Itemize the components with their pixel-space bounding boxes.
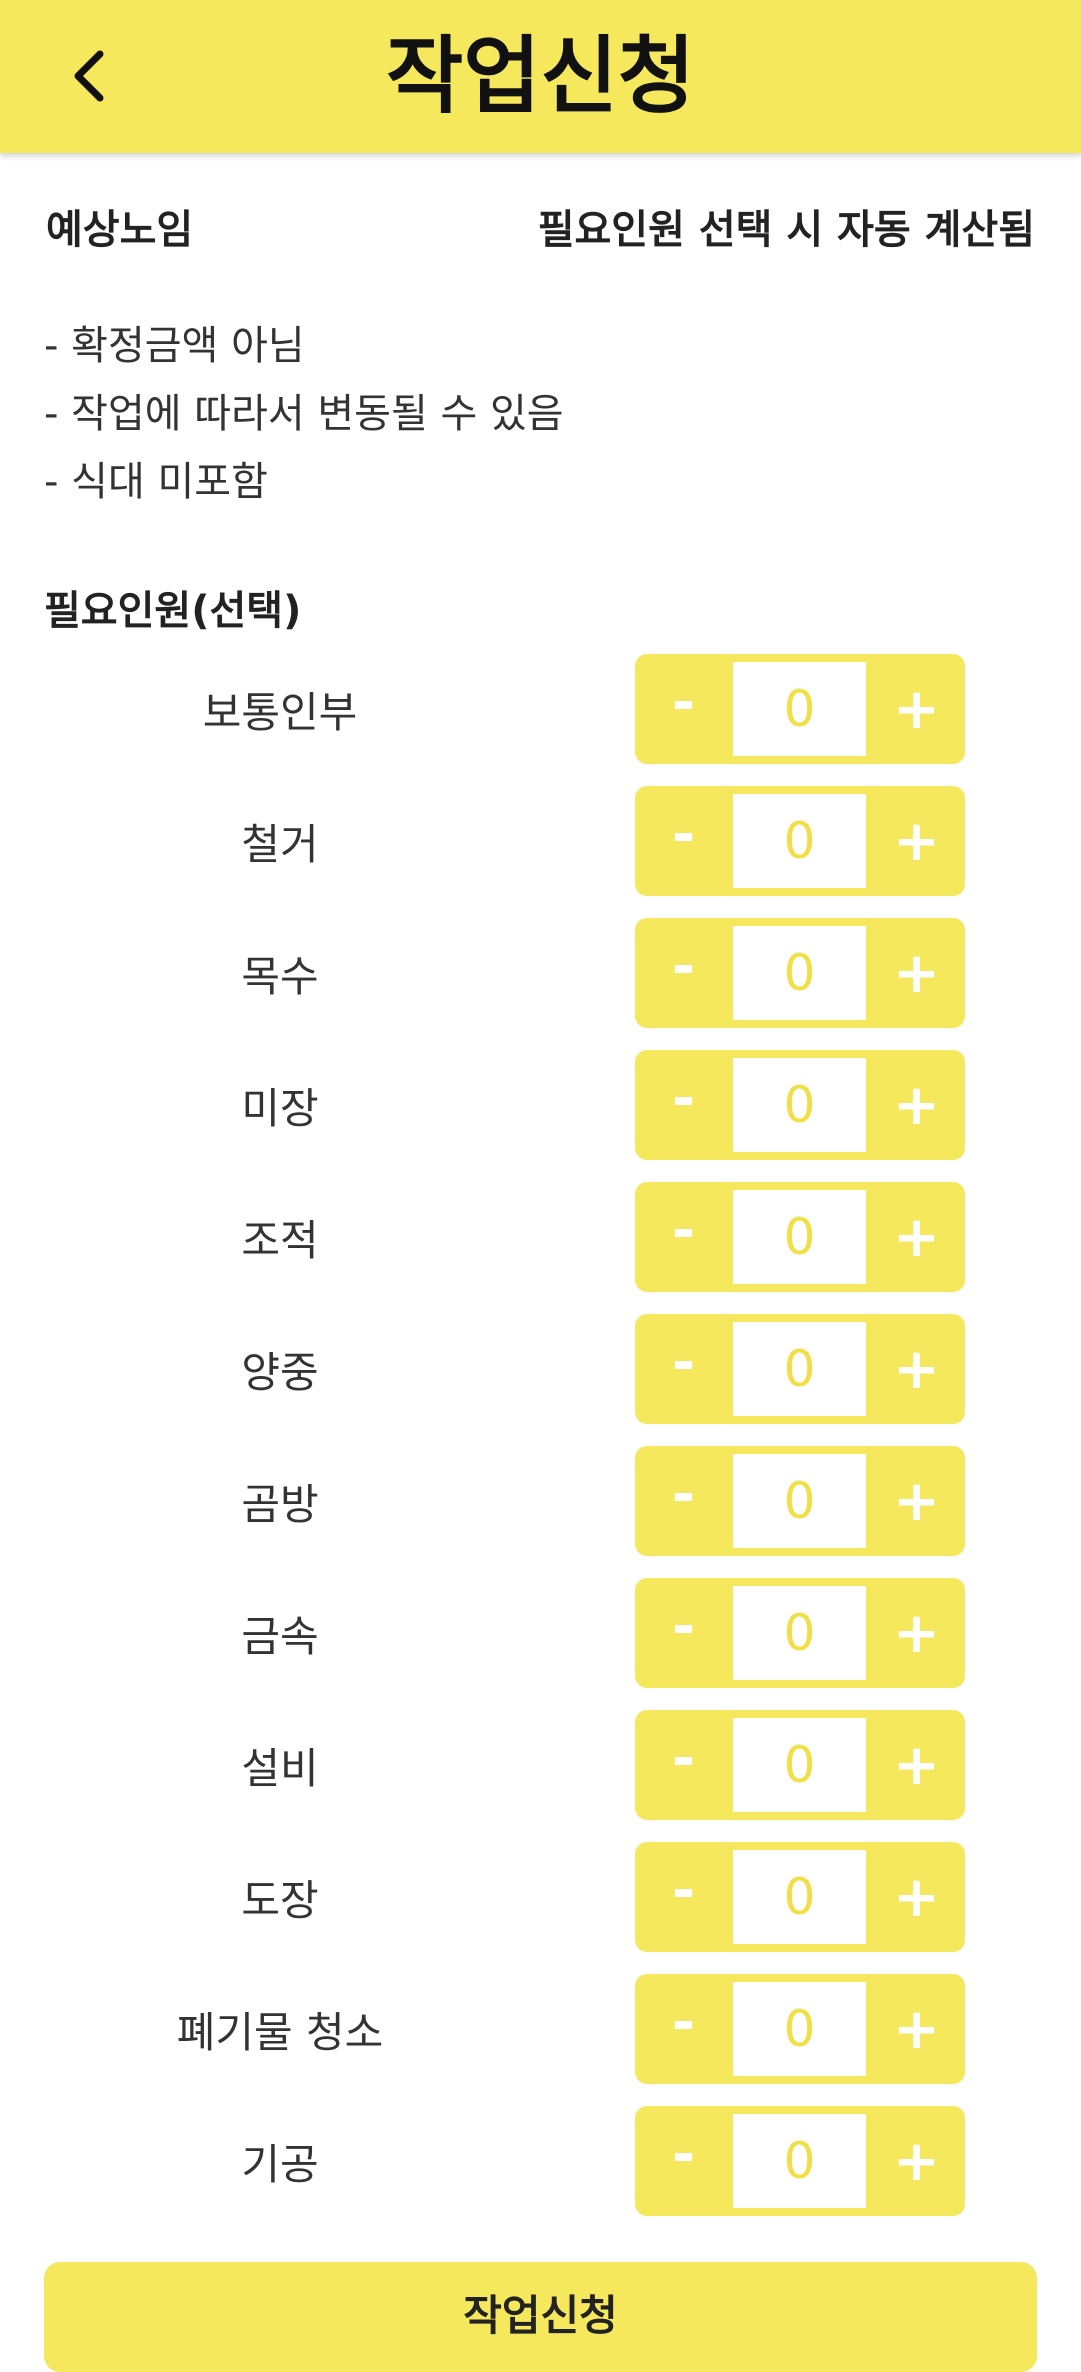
quantity-input[interactable] <box>733 1850 866 1944</box>
quantity-input[interactable] <box>733 1454 866 1548</box>
quantity-stepper: - + <box>635 918 965 1028</box>
submit-button[interactable]: 작업신청 <box>44 2262 1037 2372</box>
quantity-stepper: - + <box>635 1974 965 2084</box>
increment-button[interactable]: + <box>893 1600 940 1666</box>
increment-button[interactable]: + <box>893 1996 940 2062</box>
increment-button[interactable]: + <box>893 1732 940 1798</box>
note-line: - 작업에 따라서 변동될 수 있음 <box>44 391 564 437</box>
expected-wage-label: 예상노임 <box>46 207 194 253</box>
quantity-stepper: - + <box>635 1578 965 1688</box>
decrement-button[interactable]: - <box>671 1593 696 1659</box>
decrement-button[interactable]: - <box>671 2121 696 2187</box>
quantity-stepper: - + <box>635 2106 965 2216</box>
decrement-button[interactable]: - <box>671 1989 696 2055</box>
decrement-button[interactable]: - <box>671 801 696 867</box>
decrement-button[interactable]: - <box>671 1857 696 1923</box>
quantity-input[interactable] <box>733 1718 866 1812</box>
worker-name: 조적 <box>241 1215 319 1265</box>
quantity-input[interactable] <box>733 1322 866 1416</box>
back-button[interactable] <box>52 36 124 116</box>
quantity-stepper: - + <box>635 1050 965 1160</box>
workers-section-label: 필요인원(선택) <box>44 588 302 634</box>
worker-row: 양중 - + <box>0 1314 1081 1446</box>
worker-name: 보통인부 <box>202 687 358 737</box>
worker-row: 폐기물 청소 - + <box>0 1974 1081 2106</box>
worker-list: 보통인부 - + 철거 - + 목수 - + 미장 - + 조적 <box>0 654 1081 2238</box>
quantity-stepper: - + <box>635 1182 965 1292</box>
decrement-button[interactable]: - <box>671 1065 696 1131</box>
worker-row: 목수 - + <box>0 918 1081 1050</box>
quantity-input[interactable] <box>733 1982 866 2076</box>
quantity-input[interactable] <box>733 1190 866 1284</box>
increment-button[interactable]: + <box>893 1864 940 1930</box>
increment-button[interactable]: + <box>893 808 940 874</box>
worker-name: 금속 <box>241 1611 319 1661</box>
worker-row: 설비 - + <box>0 1710 1081 1842</box>
decrement-button[interactable]: - <box>671 669 696 735</box>
worker-row: 보통인부 - + <box>0 654 1081 786</box>
expected-wage-value: 필요인원 선택 시 자동 계산됨 <box>537 207 1035 253</box>
expected-wage-row: 예상노임 필요인원 선택 시 자동 계산됨 <box>46 196 1035 256</box>
quantity-stepper: - + <box>635 1446 965 1556</box>
quantity-input[interactable] <box>733 1586 866 1680</box>
worker-row: 조적 - + <box>0 1182 1081 1314</box>
decrement-button[interactable]: - <box>671 1461 696 1527</box>
wage-notes: - 확정금액 아님 - 작업에 따라서 변동될 수 있음 - 식대 미포함 <box>44 312 564 516</box>
quantity-input[interactable] <box>733 662 866 756</box>
decrement-button[interactable]: - <box>671 1329 696 1395</box>
quantity-input[interactable] <box>733 1058 866 1152</box>
decrement-button[interactable]: - <box>671 933 696 999</box>
worker-row: 기공 - + <box>0 2106 1081 2238</box>
worker-name: 설비 <box>241 1743 319 1793</box>
worker-row: 철거 - + <box>0 786 1081 918</box>
increment-button[interactable]: + <box>893 676 940 742</box>
worker-name: 양중 <box>241 1347 319 1397</box>
increment-button[interactable]: + <box>893 940 940 1006</box>
note-line: - 확정금액 아님 <box>44 323 305 369</box>
quantity-stepper: - + <box>635 654 965 764</box>
worker-name: 목수 <box>241 951 319 1001</box>
worker-name: 곰방 <box>241 1479 319 1529</box>
decrement-button[interactable]: - <box>671 1725 696 1791</box>
worker-row: 곰방 - + <box>0 1446 1081 1578</box>
worker-name: 미장 <box>241 1083 319 1133</box>
worker-name: 기공 <box>241 2139 319 2189</box>
worker-name: 폐기물 청소 <box>176 2007 384 2057</box>
increment-button[interactable]: + <box>893 1468 940 1534</box>
quantity-stepper: - + <box>635 1710 965 1820</box>
quantity-stepper: - + <box>635 786 965 896</box>
increment-button[interactable]: + <box>893 2128 940 2194</box>
worker-row: 금속 - + <box>0 1578 1081 1710</box>
worker-name: 도장 <box>241 1875 319 1925</box>
quantity-stepper: - + <box>635 1314 965 1424</box>
worker-row: 미장 - + <box>0 1050 1081 1182</box>
chevron-left-icon <box>74 50 104 102</box>
increment-button[interactable]: + <box>893 1204 940 1270</box>
quantity-input[interactable] <box>733 794 866 888</box>
quantity-input[interactable] <box>733 2114 866 2208</box>
quantity-stepper: - + <box>635 1842 965 1952</box>
quantity-input[interactable] <box>733 926 866 1020</box>
decrement-button[interactable]: - <box>671 1197 696 1263</box>
app-header: 작업신청 <box>0 0 1081 153</box>
increment-button[interactable]: + <box>893 1072 940 1138</box>
page-title: 작업신청 <box>385 27 696 125</box>
note-line: - 식대 미포함 <box>44 459 268 505</box>
increment-button[interactable]: + <box>893 1336 940 1402</box>
worker-name: 철거 <box>241 819 319 869</box>
worker-row: 도장 - + <box>0 1842 1081 1974</box>
